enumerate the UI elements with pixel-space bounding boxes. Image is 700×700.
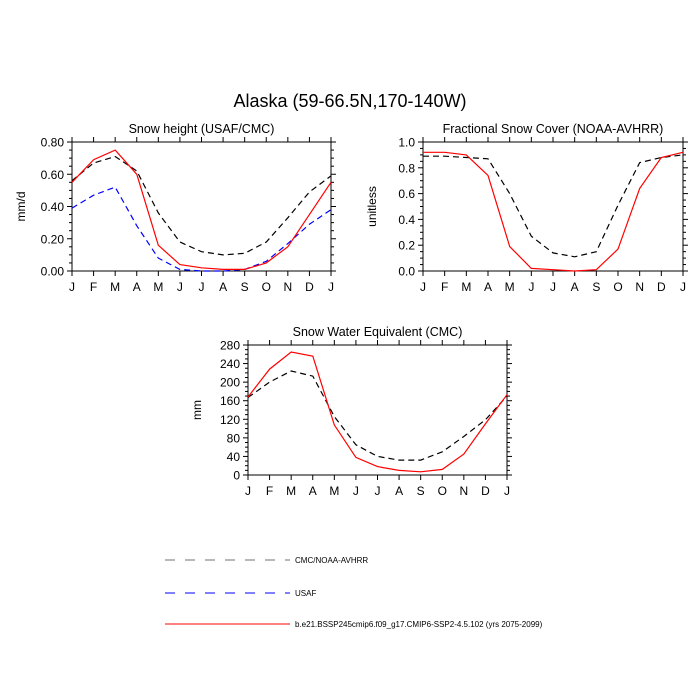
plot-frame <box>422 141 684 272</box>
y-tick-label: 0.80 <box>41 136 65 150</box>
y-tick-label: 0.4 <box>398 213 415 227</box>
y-tick-label: 40 <box>227 450 241 464</box>
x-tick-label: J <box>504 484 510 498</box>
chart-title: Snow Water Equivalent (CMC) <box>293 325 463 339</box>
y-tick-label: 0.20 <box>41 232 65 246</box>
x-tick-label: N <box>459 484 468 498</box>
y-tick-label: 1.0 <box>398 136 415 150</box>
legend-item: USAF <box>165 589 316 598</box>
x-tick-label: M <box>329 484 339 498</box>
x-tick-label: A <box>395 484 403 498</box>
legend-label: CMC/NOAA-AVHRR <box>295 556 368 565</box>
x-tick-label: J <box>199 280 205 294</box>
y-axis-label: unitless <box>365 186 379 227</box>
charts-container: Snow height (USAF/CMC)mm/d0.000.200.400.… <box>14 122 688 498</box>
y-tick-label: 0 <box>233 469 240 483</box>
y-axis-label: mm/d <box>14 192 28 222</box>
y-tick-label: 120 <box>220 413 240 427</box>
x-tick-label: S <box>417 484 425 498</box>
legend-label: USAF <box>295 589 316 598</box>
y-tick-label: 0.00 <box>41 265 65 279</box>
x-tick-label: F <box>90 280 97 294</box>
series-line-model <box>71 149 332 270</box>
x-tick-label: J <box>550 280 556 294</box>
x-tick-label: J <box>328 280 334 294</box>
legend-label: b.e21.BSSP245cmip6.f09_g17.CMIP6-SSP2-4.… <box>295 620 543 629</box>
x-tick-label: J <box>680 280 686 294</box>
y-tick-label: 0.8 <box>398 161 415 175</box>
series-line-cmc <box>423 154 684 258</box>
x-tick-label: J <box>420 280 426 294</box>
y-tick-label: 200 <box>220 376 240 390</box>
chart-panel-2: Fractional Snow Cover (NOAA-AVHRR) unitle… <box>365 122 688 294</box>
x-tick-label: J <box>375 484 381 498</box>
x-tick-label: N <box>283 280 292 294</box>
y-tick-label: 0.6 <box>398 187 415 201</box>
series-line-usaf <box>71 186 332 272</box>
series-line-cmc <box>247 370 508 461</box>
y-tick-label: 280 <box>220 339 240 353</box>
y-tick-label: 0.2 <box>398 239 415 253</box>
x-tick-label: J <box>528 280 534 294</box>
legend-item: CMC/NOAA-AVHRR <box>165 556 368 565</box>
x-tick-label: S <box>241 280 249 294</box>
x-tick-label: O <box>613 280 622 294</box>
x-tick-label: J <box>69 280 75 294</box>
x-tick-label: J <box>177 280 183 294</box>
x-tick-label: M <box>505 280 515 294</box>
chart-title: Fractional Snow Cover (NOAA-AVHRR) <box>443 122 664 136</box>
x-tick-label: A <box>484 280 492 294</box>
x-tick-label: A <box>219 280 227 294</box>
legend-item: b.e21.BSSP245cmip6.f09_g17.CMIP6-SSP2-4.… <box>165 620 543 629</box>
x-tick-label: A <box>571 280 579 294</box>
series-line-model <box>423 151 684 272</box>
figure-title: Alaska (59-66.5N,170-140W) <box>233 91 466 111</box>
y-tick-label: 0.60 <box>41 168 65 182</box>
x-tick-label: O <box>262 280 271 294</box>
chart-title: Snow height (USAF/CMC) <box>129 122 275 136</box>
series-line-cmc <box>71 155 332 256</box>
x-tick-label: J <box>353 484 359 498</box>
y-tick-label: 0.0 <box>398 265 415 279</box>
x-tick-label: M <box>153 280 163 294</box>
chart-panel-1: Snow height (USAF/CMC) mm/d 0.00 0.20 0.40 0.… <box>14 122 336 294</box>
legend: CMC/NOAA-AVHRR USAF b.e21.BSSP245cmip6.f09… <box>165 556 543 629</box>
x-tick-label: D <box>481 484 490 498</box>
series-line-model <box>247 351 508 473</box>
y-axis-label: mm <box>190 400 204 420</box>
x-tick-label: M <box>286 484 296 498</box>
x-tick-label: D <box>305 280 314 294</box>
x-tick-label: O <box>438 484 447 498</box>
x-tick-label: F <box>266 484 273 498</box>
chart-panel-3: Snow Water Equivalent (CMC) mm 0 40 80 120 160… <box>190 325 512 498</box>
x-tick-label: J <box>245 484 251 498</box>
x-tick-label: S <box>592 280 600 294</box>
x-tick-label: A <box>309 484 317 498</box>
x-tick-label: N <box>635 280 644 294</box>
x-tick-label: A <box>133 280 141 294</box>
x-tick-label: M <box>110 280 120 294</box>
y-tick-label: 0.40 <box>41 200 65 214</box>
y-tick-label: 160 <box>220 394 240 408</box>
plot-frame <box>247 344 508 476</box>
x-tick-label: M <box>461 280 471 294</box>
x-tick-label: F <box>441 280 448 294</box>
y-tick-label: 240 <box>220 357 240 371</box>
y-tick-label: 80 <box>227 431 241 445</box>
x-tick-label: D <box>657 280 666 294</box>
